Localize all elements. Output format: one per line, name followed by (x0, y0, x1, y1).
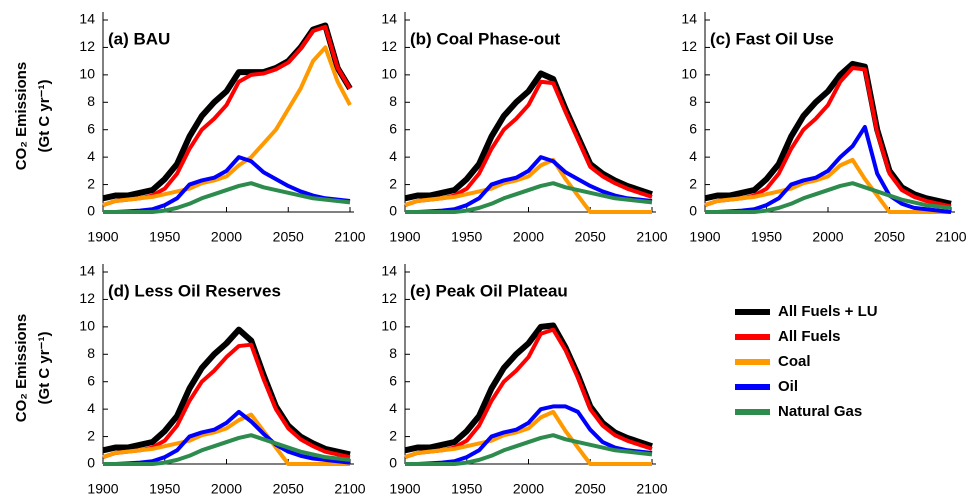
y-tick-label: 14 (381, 263, 397, 279)
legend-label: All Fuels (778, 328, 841, 345)
y-tick-label: 2 (689, 175, 697, 191)
y-tick-label: 14 (381, 11, 397, 27)
y-tick-label: 8 (87, 93, 95, 109)
series-line (704, 157, 951, 214)
series-line (102, 326, 351, 458)
x-tick-label: 1900 (389, 229, 420, 245)
legend-label: Coal (778, 353, 811, 370)
x-tick-label: 1900 (87, 229, 118, 245)
x-tick-label: 1900 (87, 481, 118, 497)
y-tick-label: 8 (689, 93, 697, 109)
y-tick-label: 6 (389, 120, 397, 136)
y-tick-label: 6 (389, 372, 397, 388)
x-tick-label: 1950 (451, 481, 482, 497)
y-tick-label: 12 (381, 290, 397, 306)
y-tick-label: 10 (381, 318, 397, 334)
y-tick-label: 8 (87, 345, 95, 361)
y-tick-label: 12 (79, 38, 95, 54)
panel-title: (a) BAU (108, 29, 170, 48)
y-tick-label: 4 (389, 148, 397, 164)
x-tick-label: 1950 (149, 481, 180, 497)
y-tick-label: 0 (87, 455, 95, 471)
series-line (404, 327, 653, 460)
panel-title: (d) Less Oil Reserves (108, 281, 281, 300)
series-line (405, 181, 653, 214)
x-tick-label: 1900 (389, 481, 420, 497)
x-tick-label: 2000 (513, 229, 544, 245)
y-axis-label: (Gt C yr⁻¹) (36, 332, 53, 405)
y-tick-label: 4 (87, 148, 95, 164)
y-tick-label: 6 (87, 120, 95, 136)
x-tick-label: 2000 (513, 481, 544, 497)
y-tick-label: 4 (389, 400, 397, 416)
x-tick-label: 1950 (451, 229, 482, 245)
series-line (404, 79, 653, 208)
y-tick-label: 12 (79, 290, 95, 306)
series-line (102, 45, 352, 208)
series-line (404, 409, 652, 466)
x-tick-label: 2000 (812, 229, 843, 245)
y-tick-label: 12 (681, 38, 697, 54)
y-tick-label: 10 (681, 66, 697, 82)
series-line (103, 433, 351, 466)
y-tick-label: 10 (79, 66, 95, 82)
y-tick-label: 8 (389, 345, 397, 361)
series-line (704, 60, 952, 207)
x-tick-label: 2100 (636, 229, 667, 245)
y-tick-label: 12 (381, 38, 397, 54)
y-tick-label: 8 (389, 93, 397, 109)
series-line (405, 433, 653, 466)
x-tick-label: 2050 (575, 229, 606, 245)
y-tick-label: 10 (381, 66, 397, 82)
y-axis-label: (Gt C yr⁻¹) (36, 80, 53, 153)
x-tick-label: 1950 (751, 229, 782, 245)
y-tick-label: 2 (389, 175, 397, 191)
legend-label: Oil (778, 378, 798, 395)
x-tick-label: 2000 (211, 229, 242, 245)
series-line (103, 155, 351, 214)
series-line (404, 70, 653, 202)
x-tick-label: 2100 (935, 229, 966, 245)
y-tick-label: 0 (389, 203, 397, 219)
y-axis-label: CO₂ Emissions (13, 314, 30, 422)
series-line (404, 322, 653, 454)
y-tick-label: 10 (79, 318, 95, 334)
x-tick-label: 1950 (149, 229, 180, 245)
x-tick-label: 1900 (689, 229, 720, 245)
y-tick-label: 14 (681, 11, 697, 27)
legend-label: Natural Gas (778, 403, 862, 420)
panel-title: (b) Coal Phase-out (410, 29, 561, 48)
series-line (102, 412, 350, 466)
x-tick-label: 2050 (874, 229, 905, 245)
x-tick-label: 2000 (211, 481, 242, 497)
series-line (705, 181, 952, 214)
series-line (103, 181, 351, 214)
y-tick-label: 0 (87, 203, 95, 219)
y-tick-label: 2 (389, 427, 397, 443)
y-tick-label: 2 (87, 427, 95, 443)
y-tick-label: 0 (389, 455, 397, 471)
x-tick-label: 2100 (334, 481, 365, 497)
y-tick-label: 14 (79, 11, 95, 27)
x-tick-label: 2100 (334, 229, 365, 245)
panel-title: (e) Peak Oil Plateau (410, 281, 568, 300)
y-tick-label: 4 (689, 148, 697, 164)
y-tick-label: 2 (87, 175, 95, 191)
y-tick-label: 4 (87, 400, 95, 416)
y-tick-label: 14 (79, 263, 95, 279)
series-line (404, 157, 652, 214)
x-tick-label: 2050 (273, 481, 304, 497)
panel-title: (c) Fast Oil Use (710, 29, 834, 48)
y-tick-label: 0 (689, 203, 697, 219)
y-tick-label: 6 (689, 120, 697, 136)
legend-label: All Fuels + LU (778, 303, 878, 320)
y-tick-label: 6 (87, 372, 95, 388)
x-tick-label: 2050 (575, 481, 606, 497)
x-tick-label: 2050 (273, 229, 304, 245)
y-axis-label: CO₂ Emissions (13, 62, 30, 170)
x-tick-label: 2100 (636, 481, 667, 497)
